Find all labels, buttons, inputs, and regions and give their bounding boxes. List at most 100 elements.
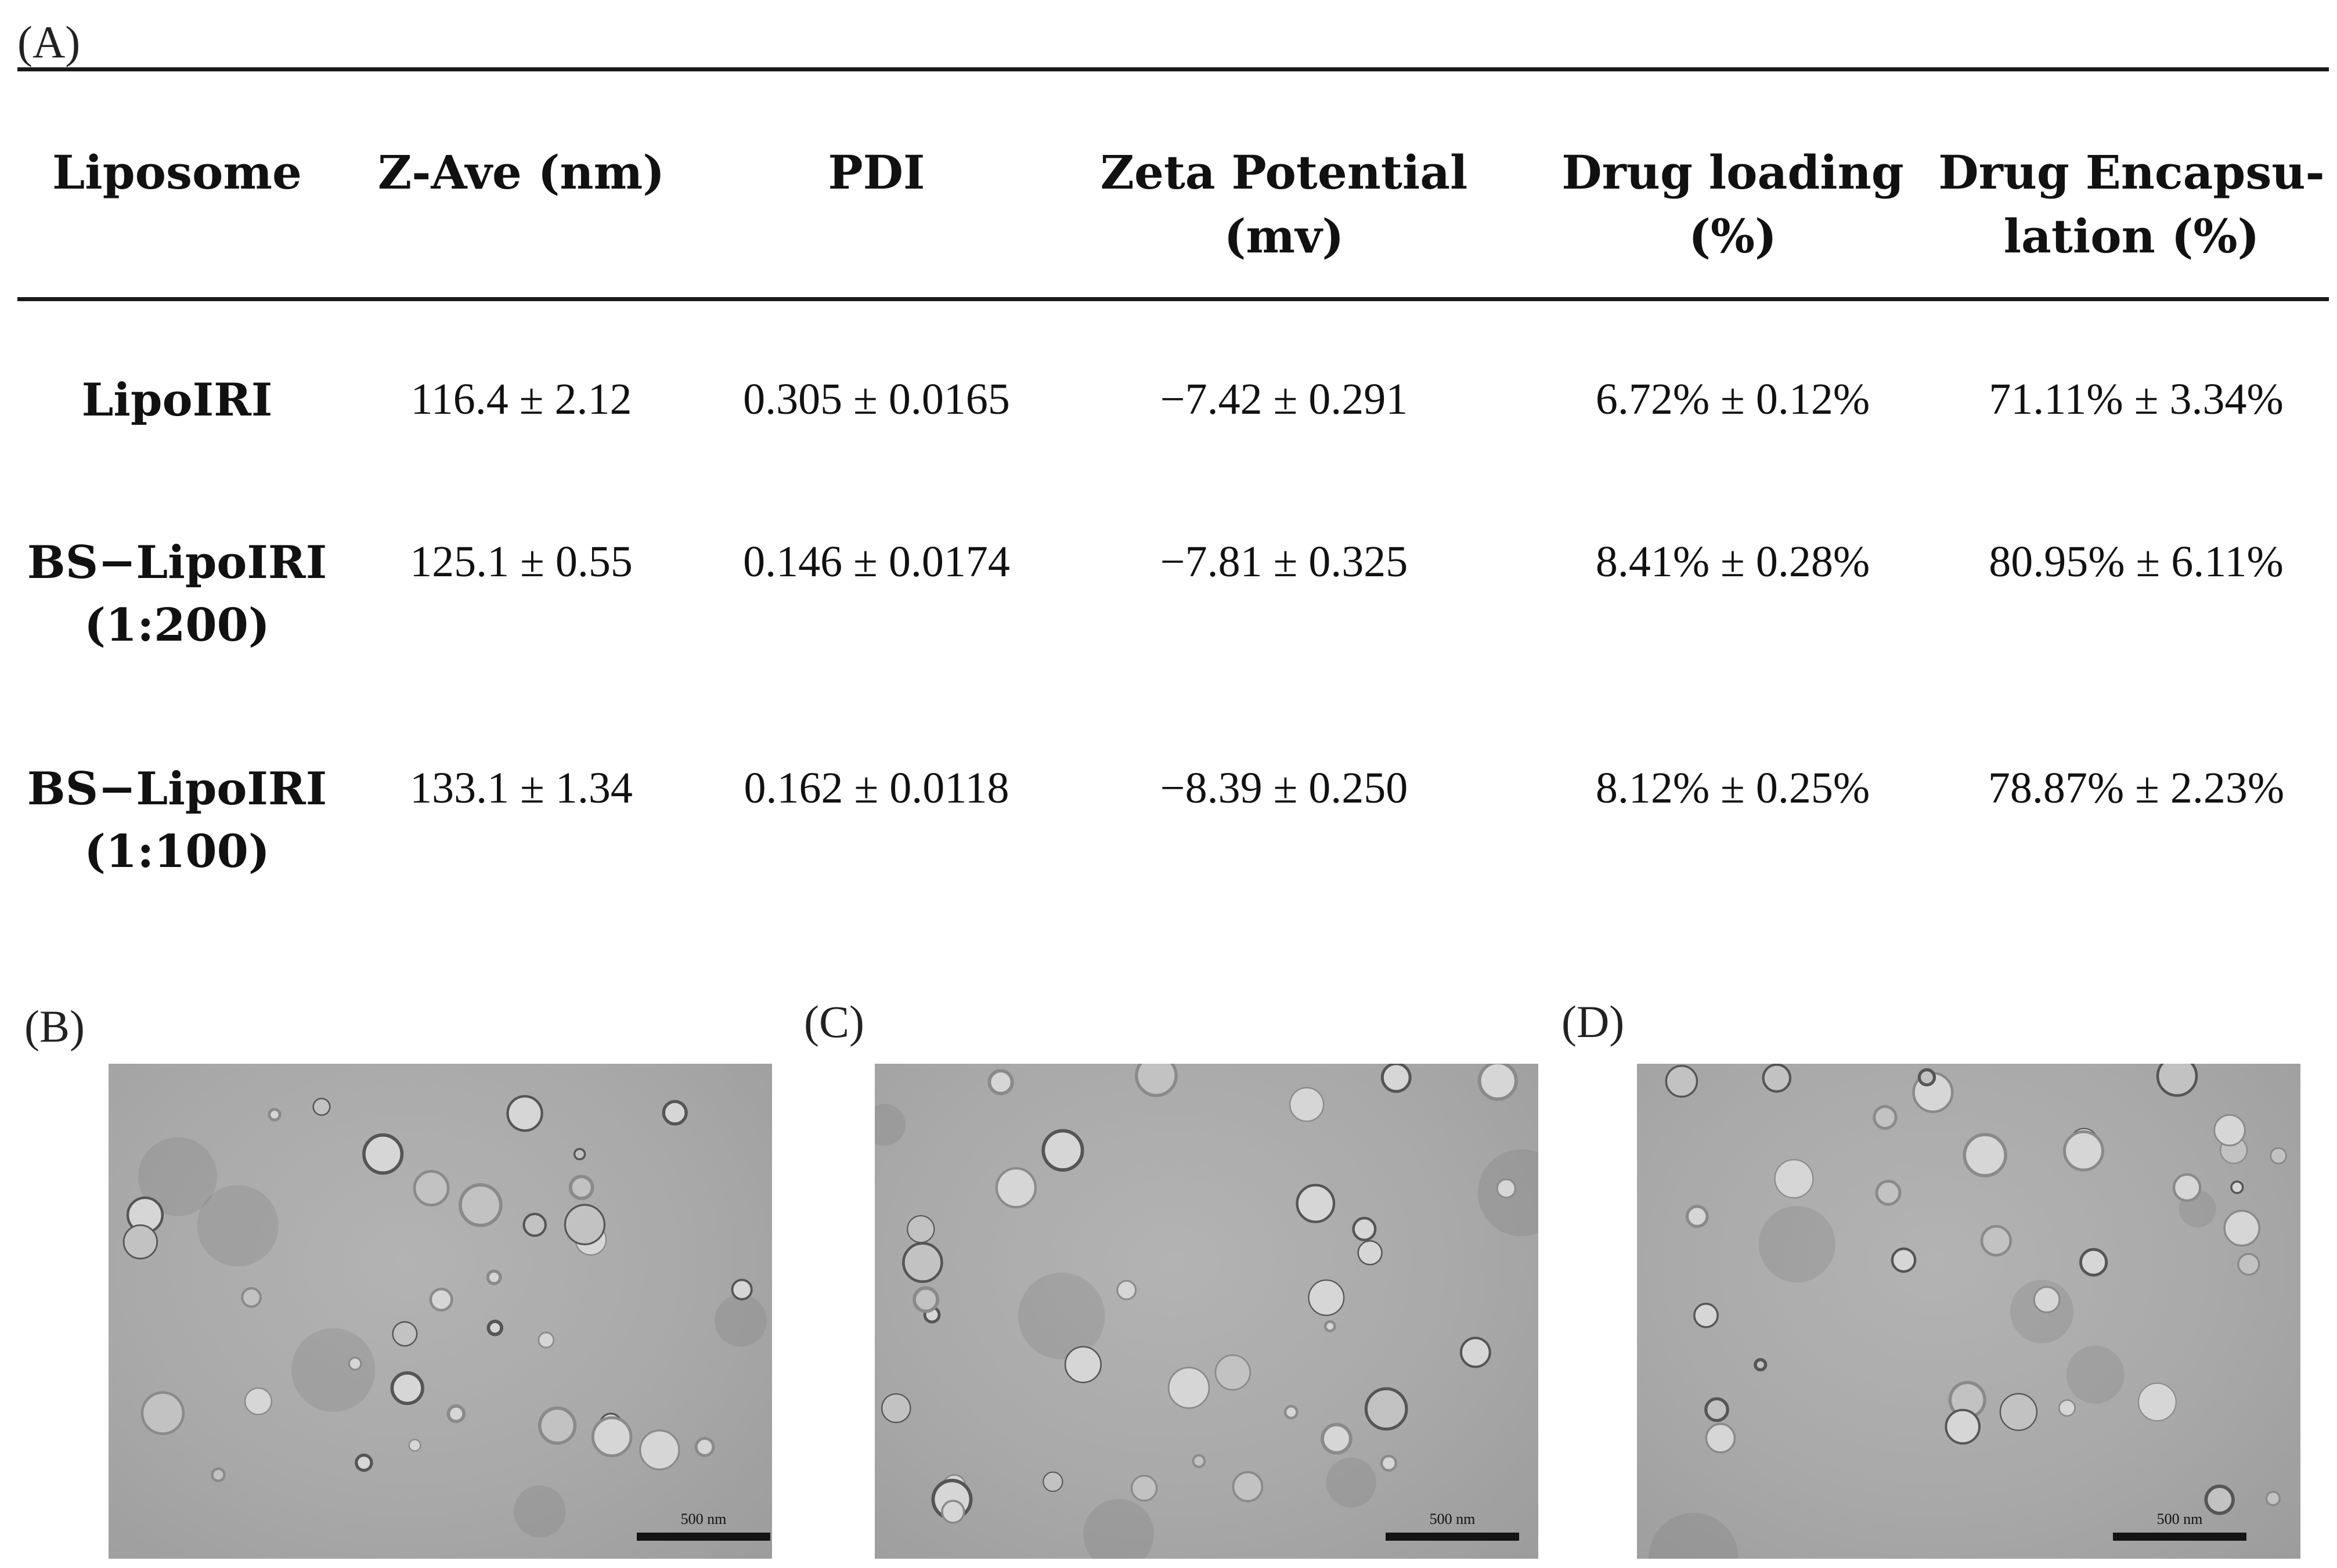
row-1-loading: 6.72% ± 0.12% (1595, 375, 1870, 424)
tem-vesicle (564, 1204, 605, 1245)
tem-vesicle (390, 1371, 424, 1406)
tem-vesicle (486, 1319, 504, 1336)
panel-a-label: (A) (17, 17, 81, 67)
tem-smudge (1758, 1206, 1835, 1282)
tem-vesicle (241, 1287, 262, 1308)
tem-vesicle (429, 1287, 453, 1312)
col-header-liposome: Liposome (52, 145, 302, 200)
tem-vesicle (1064, 1346, 1102, 1383)
tem-vesicle (662, 1100, 688, 1126)
tem-vesicle (244, 1387, 272, 1415)
tem-vesicle (2237, 1253, 2260, 1276)
row-1-pdi: 0.305 ± 0.0165 (743, 375, 1010, 424)
row-2-pdi: 0.146 ± 0.0174 (743, 537, 1010, 586)
row-1-zeta: −7.42 ± 0.291 (1160, 375, 1408, 424)
row-1-encapsulation: 71.11% ± 3.34% (1989, 375, 2284, 424)
tem-vesicle (2172, 1173, 2202, 1202)
panel-d-label: (D) (1561, 996, 1625, 1047)
tem-vesicle (1945, 1408, 1981, 1445)
tem-vesicle (1980, 1224, 2013, 1257)
tem-vesicle (2265, 1491, 2281, 1506)
tem-vesicle (2230, 1180, 2244, 1194)
tem-smudge (1649, 1512, 1739, 1559)
tem-vesicle (1214, 1354, 1252, 1391)
tem-vesicle (1135, 1064, 1178, 1097)
tem-vesicle (1496, 1178, 1516, 1199)
tem-vesicle (2223, 1209, 2260, 1247)
tem-smudge (2066, 1345, 2125, 1404)
tem-vesicle (2079, 1248, 2108, 1277)
tem-vesicle (122, 1224, 158, 1260)
tem-image-d: 500 nm (1637, 1064, 2300, 1559)
tem-vesicle (413, 1170, 450, 1206)
row-2-z-ave: 125.1 ± 0.55 (410, 537, 633, 586)
tem-vesicle (1308, 1279, 1345, 1316)
tem-smudge (138, 1137, 217, 1216)
tem-vesicle (639, 1429, 680, 1471)
tem-smudge (513, 1485, 566, 1538)
scale-bar-label: 500 nm (2156, 1511, 2203, 1527)
tem-vesicle (1283, 1405, 1299, 1419)
row-1-z-ave: 116.4 ± 2.12 (410, 375, 632, 424)
tem-vesicle (2156, 1064, 2198, 1097)
tem-vesicle (1704, 1397, 1729, 1422)
tem-vesicle (1192, 1454, 1206, 1468)
tem-vesicle (446, 1404, 466, 1424)
scale-bar (2113, 1533, 2246, 1541)
tem-vesicle (1380, 1454, 1397, 1472)
tem-vesicle (1364, 1387, 1408, 1431)
tem-vesicle (1323, 1320, 1336, 1332)
tem-vesicle (1352, 1216, 1377, 1241)
tem-vesicle (1477, 1064, 1518, 1101)
table-top-rule (17, 67, 2329, 71)
tem-vesicle (211, 1467, 226, 1483)
tem-vesicle (907, 1215, 935, 1244)
tem-vesicle (1774, 1159, 1814, 1199)
tem-vesicle (1167, 1367, 1210, 1409)
tem-vesicle (1665, 1064, 1698, 1098)
table-header-rule (17, 297, 2329, 301)
tem-vesicle (1693, 1302, 1719, 1328)
row-3-pdi: 0.162 ± 0.0118 (744, 764, 1009, 812)
tem-vesicle (538, 1406, 577, 1445)
tem-vesicle (1963, 1133, 2008, 1177)
tem-vesicle (2058, 1399, 2076, 1417)
tem-vesicle (731, 1278, 753, 1300)
tem-vesicle (140, 1391, 185, 1435)
tem-vesicle (408, 1439, 421, 1452)
tem-vesicle (2204, 1484, 2235, 1515)
tem-vesicle (1296, 1183, 1336, 1223)
scale-bar (1386, 1533, 1519, 1541)
tem-particles-c (875, 1064, 1538, 1559)
tem-smudge (1326, 1457, 1376, 1508)
row-3-name: BS−LipoIRI (1:100) (27, 763, 327, 878)
tem-image-c: 500 nm (875, 1064, 1538, 1559)
tem-smudge (875, 1104, 906, 1146)
col-header-pdi: PDI (828, 145, 925, 200)
tem-vesicle (1705, 1422, 1736, 1454)
row-1-name: LipoIRI (81, 374, 273, 427)
tem-vesicle (1685, 1205, 1709, 1229)
row-2-name: BS−LipoIRI (1:200) (27, 536, 327, 652)
tem-vesicle (1289, 1087, 1325, 1122)
tem-smudge (1018, 1273, 1105, 1360)
tem-vesicle (1380, 1064, 1412, 1093)
col-header-z-ave: Z-Ave (nm) (377, 145, 665, 200)
tem-vesicle (538, 1331, 555, 1349)
tem-vesicle (1459, 1336, 1491, 1368)
tem-vesicle (913, 1286, 940, 1313)
tem-vesicle (1873, 1105, 1898, 1130)
tem-vesicle (2137, 1382, 2177, 1422)
tem-vesicle (1891, 1247, 1917, 1273)
tem-image-b: 500 nm (109, 1064, 772, 1559)
panel-c-label: (C) (804, 996, 864, 1047)
col-header-zeta: Zeta Potential (mv) (1100, 145, 1468, 264)
tem-vesicle (362, 1133, 404, 1175)
row-2-loading: 8.41% ± 0.28% (1595, 537, 1870, 586)
scale-bar-label: 500 nm (680, 1511, 727, 1527)
col-header-drug-encapsulation: Drug Encapsu- lation (%) (1938, 145, 2325, 264)
tem-smudge (1083, 1499, 1154, 1559)
tem-vesicle (2033, 1286, 2061, 1314)
scale-bar (637, 1533, 770, 1541)
panel-b-label: (B) (24, 1001, 85, 1052)
